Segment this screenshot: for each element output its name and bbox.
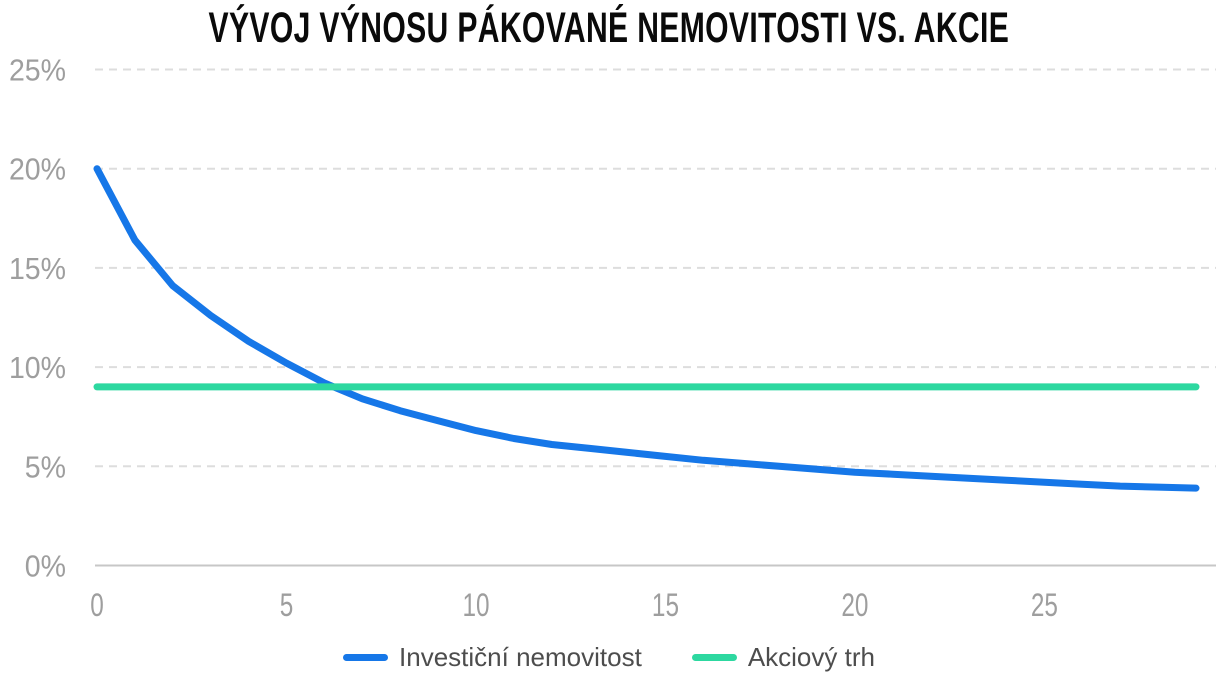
legend: Investiční nemovitost Akciový trh <box>0 639 1218 675</box>
y-tick-label: 0% <box>25 549 66 583</box>
x-tick-label: 5 <box>280 588 294 624</box>
x-tick-label: 15 <box>652 588 679 624</box>
legend-label-stock: Akciový trh <box>747 641 875 672</box>
x-tick-label: 20 <box>841 588 868 624</box>
y-tick-label: 10% <box>9 351 66 385</box>
y-tick-label: 15% <box>9 252 66 286</box>
series-line-property <box>93 165 1200 492</box>
legend-swatch-stock-icon <box>691 653 737 661</box>
y-tick-label: 20% <box>9 153 66 187</box>
y-tick-label: 25% <box>9 53 66 87</box>
x-tick-label: 0 <box>90 588 104 624</box>
x-tick-label: 25 <box>1031 588 1058 624</box>
legend-item-stock: Akciový trh <box>691 641 875 673</box>
x-tick-label: 10 <box>462 588 489 624</box>
legend-item-property: Investiční nemovitost <box>343 642 642 673</box>
y-tick-label: 5% <box>25 450 66 484</box>
legend-label-property: Investiční nemovitost <box>399 641 642 672</box>
legend-swatch-property-icon <box>343 653 389 661</box>
